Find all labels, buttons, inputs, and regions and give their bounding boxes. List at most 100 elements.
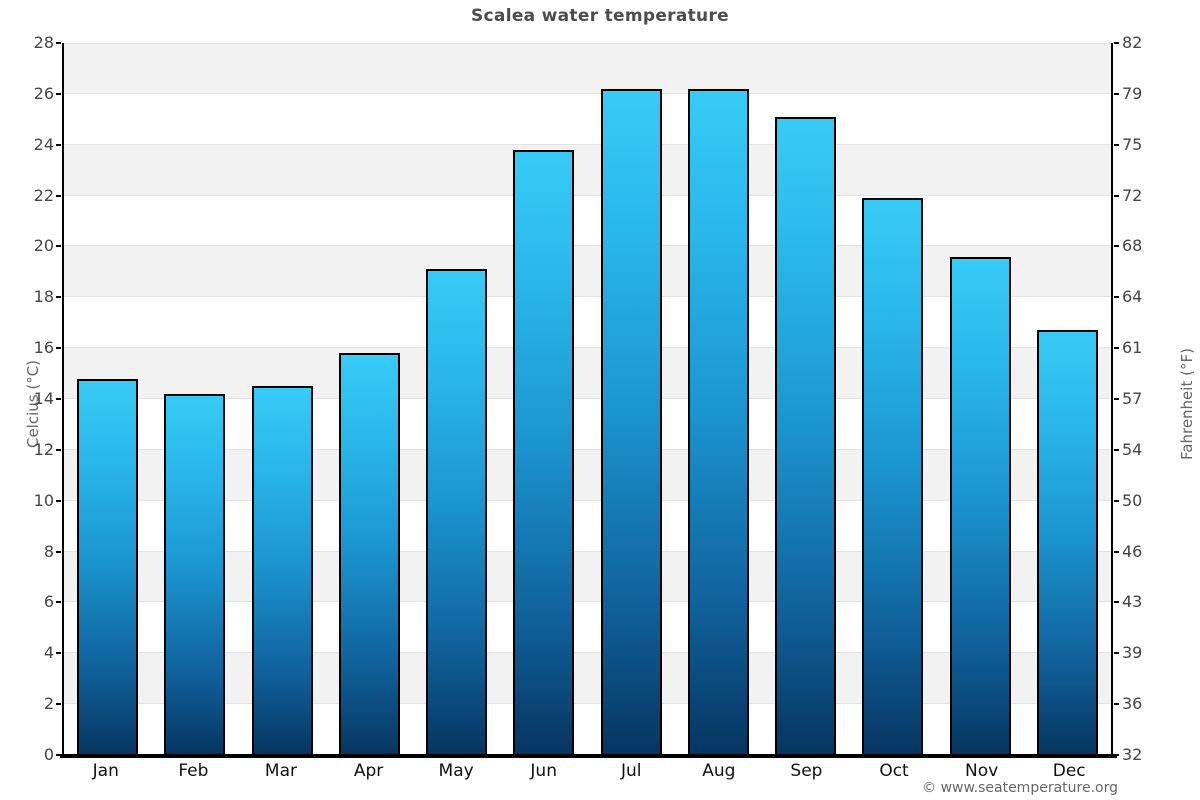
bar-feb [164, 393, 226, 755]
tick-mark [56, 398, 61, 400]
gridline [64, 448, 1111, 450]
bar-dec [1036, 330, 1098, 755]
gridline [64, 601, 1111, 603]
plot-band [64, 297, 1111, 349]
month-label-feb: Feb [178, 761, 209, 781]
gridline [64, 143, 1111, 145]
month-label-oct: Oct [879, 761, 909, 781]
gridline [64, 550, 1111, 552]
plot-band [64, 704, 1111, 755]
tick-mark [1114, 296, 1119, 299]
celsius-tick: 4 [43, 643, 54, 663]
tick-mark [56, 652, 61, 655]
celsius-tick: 18 [33, 287, 54, 307]
x-axis-line [60, 754, 1117, 758]
gridline [64, 245, 1111, 247]
plot-band [64, 144, 1111, 196]
fahrenheit-tick: 57 [1122, 389, 1143, 408]
bar-mar [251, 386, 313, 755]
fahrenheit-tick: 46 [1122, 541, 1143, 561]
tick-mark [1114, 499, 1119, 502]
fahrenheit-tick: 54 [1122, 439, 1143, 459]
celsius-tick: 22 [33, 185, 54, 205]
plot-band [64, 653, 1111, 705]
plot-band [64, 43, 1111, 94]
fahrenheit-tick: 72 [1122, 185, 1143, 205]
tick-mark [56, 347, 61, 350]
tick-mark [56, 245, 61, 248]
gridline [64, 43, 1111, 44]
plot-area [62, 43, 1113, 755]
bar-nov [949, 256, 1011, 755]
tick-mark [56, 754, 61, 756]
celsius-tick: 14 [33, 389, 54, 408]
fahrenheit-tick: 68 [1122, 236, 1143, 256]
plot-band [64, 399, 1111, 450]
plot-band [64, 195, 1111, 247]
month-label-sep: Sep [790, 761, 823, 781]
month-label-aug: Aug [702, 761, 736, 781]
fahrenheit-tick: 75 [1122, 134, 1143, 154]
month-label-dec: Dec [1052, 761, 1086, 781]
tick-mark [56, 92, 61, 95]
bar-oct [862, 198, 924, 755]
tick-mark [1114, 550, 1119, 553]
plot-band [64, 551, 1111, 603]
bar-aug [687, 88, 749, 755]
celsius-tick: 2 [43, 694, 54, 714]
fahrenheit-tick: 36 [1122, 694, 1143, 714]
plot-band [64, 348, 1111, 399]
fahrenheit-tick: 82 [1122, 33, 1143, 52]
celsius-tick: 16 [33, 338, 54, 358]
plot-band [64, 602, 1111, 654]
tick-mark [56, 42, 61, 44]
celsius-tick: 6 [43, 592, 54, 612]
tick-mark [1114, 42, 1119, 44]
tick-mark [1114, 652, 1119, 655]
fahrenheit-tick: 39 [1122, 643, 1143, 663]
tick-mark [1114, 245, 1119, 248]
tick-mark [1114, 143, 1119, 146]
fahrenheit-tick: 32 [1122, 745, 1143, 764]
celsius-tick: 20 [33, 236, 54, 256]
gridline [64, 499, 1111, 501]
tick-mark [56, 194, 61, 197]
fahrenheit-tick-marks [1114, 42, 1120, 756]
celsius-tick: 12 [33, 439, 54, 459]
celsius-tick: 28 [33, 33, 54, 52]
month-label-jul: Jul [621, 761, 642, 781]
bar-jun [513, 149, 575, 755]
celsius-tick: 26 [33, 83, 54, 103]
gridline [64, 652, 1111, 654]
plot-band [64, 449, 1111, 501]
tick-mark [56, 550, 61, 553]
chart-title: Scalea water temperature [471, 6, 729, 26]
tick-mark [56, 448, 61, 451]
fahrenheit-tick: 50 [1122, 490, 1143, 510]
month-label-may: May [438, 761, 474, 781]
tick-mark [1114, 398, 1119, 400]
tick-mark [1114, 448, 1119, 451]
celsius-tick: 0 [43, 745, 54, 764]
month-label-jun: Jun [530, 761, 557, 781]
celsius-tick: 10 [33, 490, 54, 510]
celsius-tick-labels: 0 2 4 6 8 10 12 14 16 18 20 22 24 26 28 [0, 35, 54, 763]
plot-band [64, 93, 1111, 145]
month-label-jan: Jan [92, 761, 119, 781]
gridline [64, 347, 1111, 349]
tick-mark [56, 703, 61, 706]
tick-mark [56, 499, 61, 502]
gridline [64, 296, 1111, 298]
celsius-tick: 24 [33, 134, 54, 154]
bar-sep [775, 116, 837, 755]
gridline [64, 92, 1111, 94]
month-label-apr: Apr [353, 761, 384, 781]
copyright-text: © www.seatemperature.org [922, 780, 1118, 796]
month-axis: Jan Feb Mar Apr May Jun Jul Aug Sep Oct Nov Dec [62, 761, 1113, 787]
fahrenheit-tick: 64 [1122, 287, 1143, 307]
bar-jan [77, 378, 139, 755]
tick-mark [1114, 92, 1119, 95]
plot-band [64, 500, 1111, 552]
gridline [64, 398, 1111, 399]
